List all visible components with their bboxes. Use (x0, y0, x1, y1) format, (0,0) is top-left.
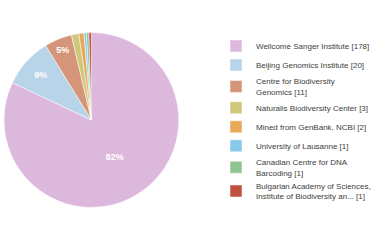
svg-text:University of Lausanne [1]: University of Lausanne [1] (256, 142, 349, 151)
svg-text:9%: 9% (34, 70, 47, 80)
svg-text:82%: 82% (106, 152, 124, 162)
svg-text:Centre for BiodiversityGenomic: Centre for BiodiversityGenomics [11] (256, 77, 335, 96)
svg-text:Bulgarian Academy of Sciences,: Bulgarian Academy of Sciences,Institute … (256, 182, 371, 201)
svg-text:Naturalis Biodiversity Center: Naturalis Biodiversity Center [3] (256, 104, 368, 113)
svg-text:Beijing Genomics Institute [20: Beijing Genomics Institute [20] (256, 61, 364, 70)
svg-text:Canadian Centre for DNABarcodi: Canadian Centre for DNABarcoding [1] (256, 158, 348, 177)
svg-text:5%: 5% (56, 45, 69, 55)
svg-text:Mined from GenBank, NCBI [2]: Mined from GenBank, NCBI [2] (256, 123, 366, 132)
svg-text:Wellcome Sanger Institute [178: Wellcome Sanger Institute [178] (256, 42, 369, 51)
